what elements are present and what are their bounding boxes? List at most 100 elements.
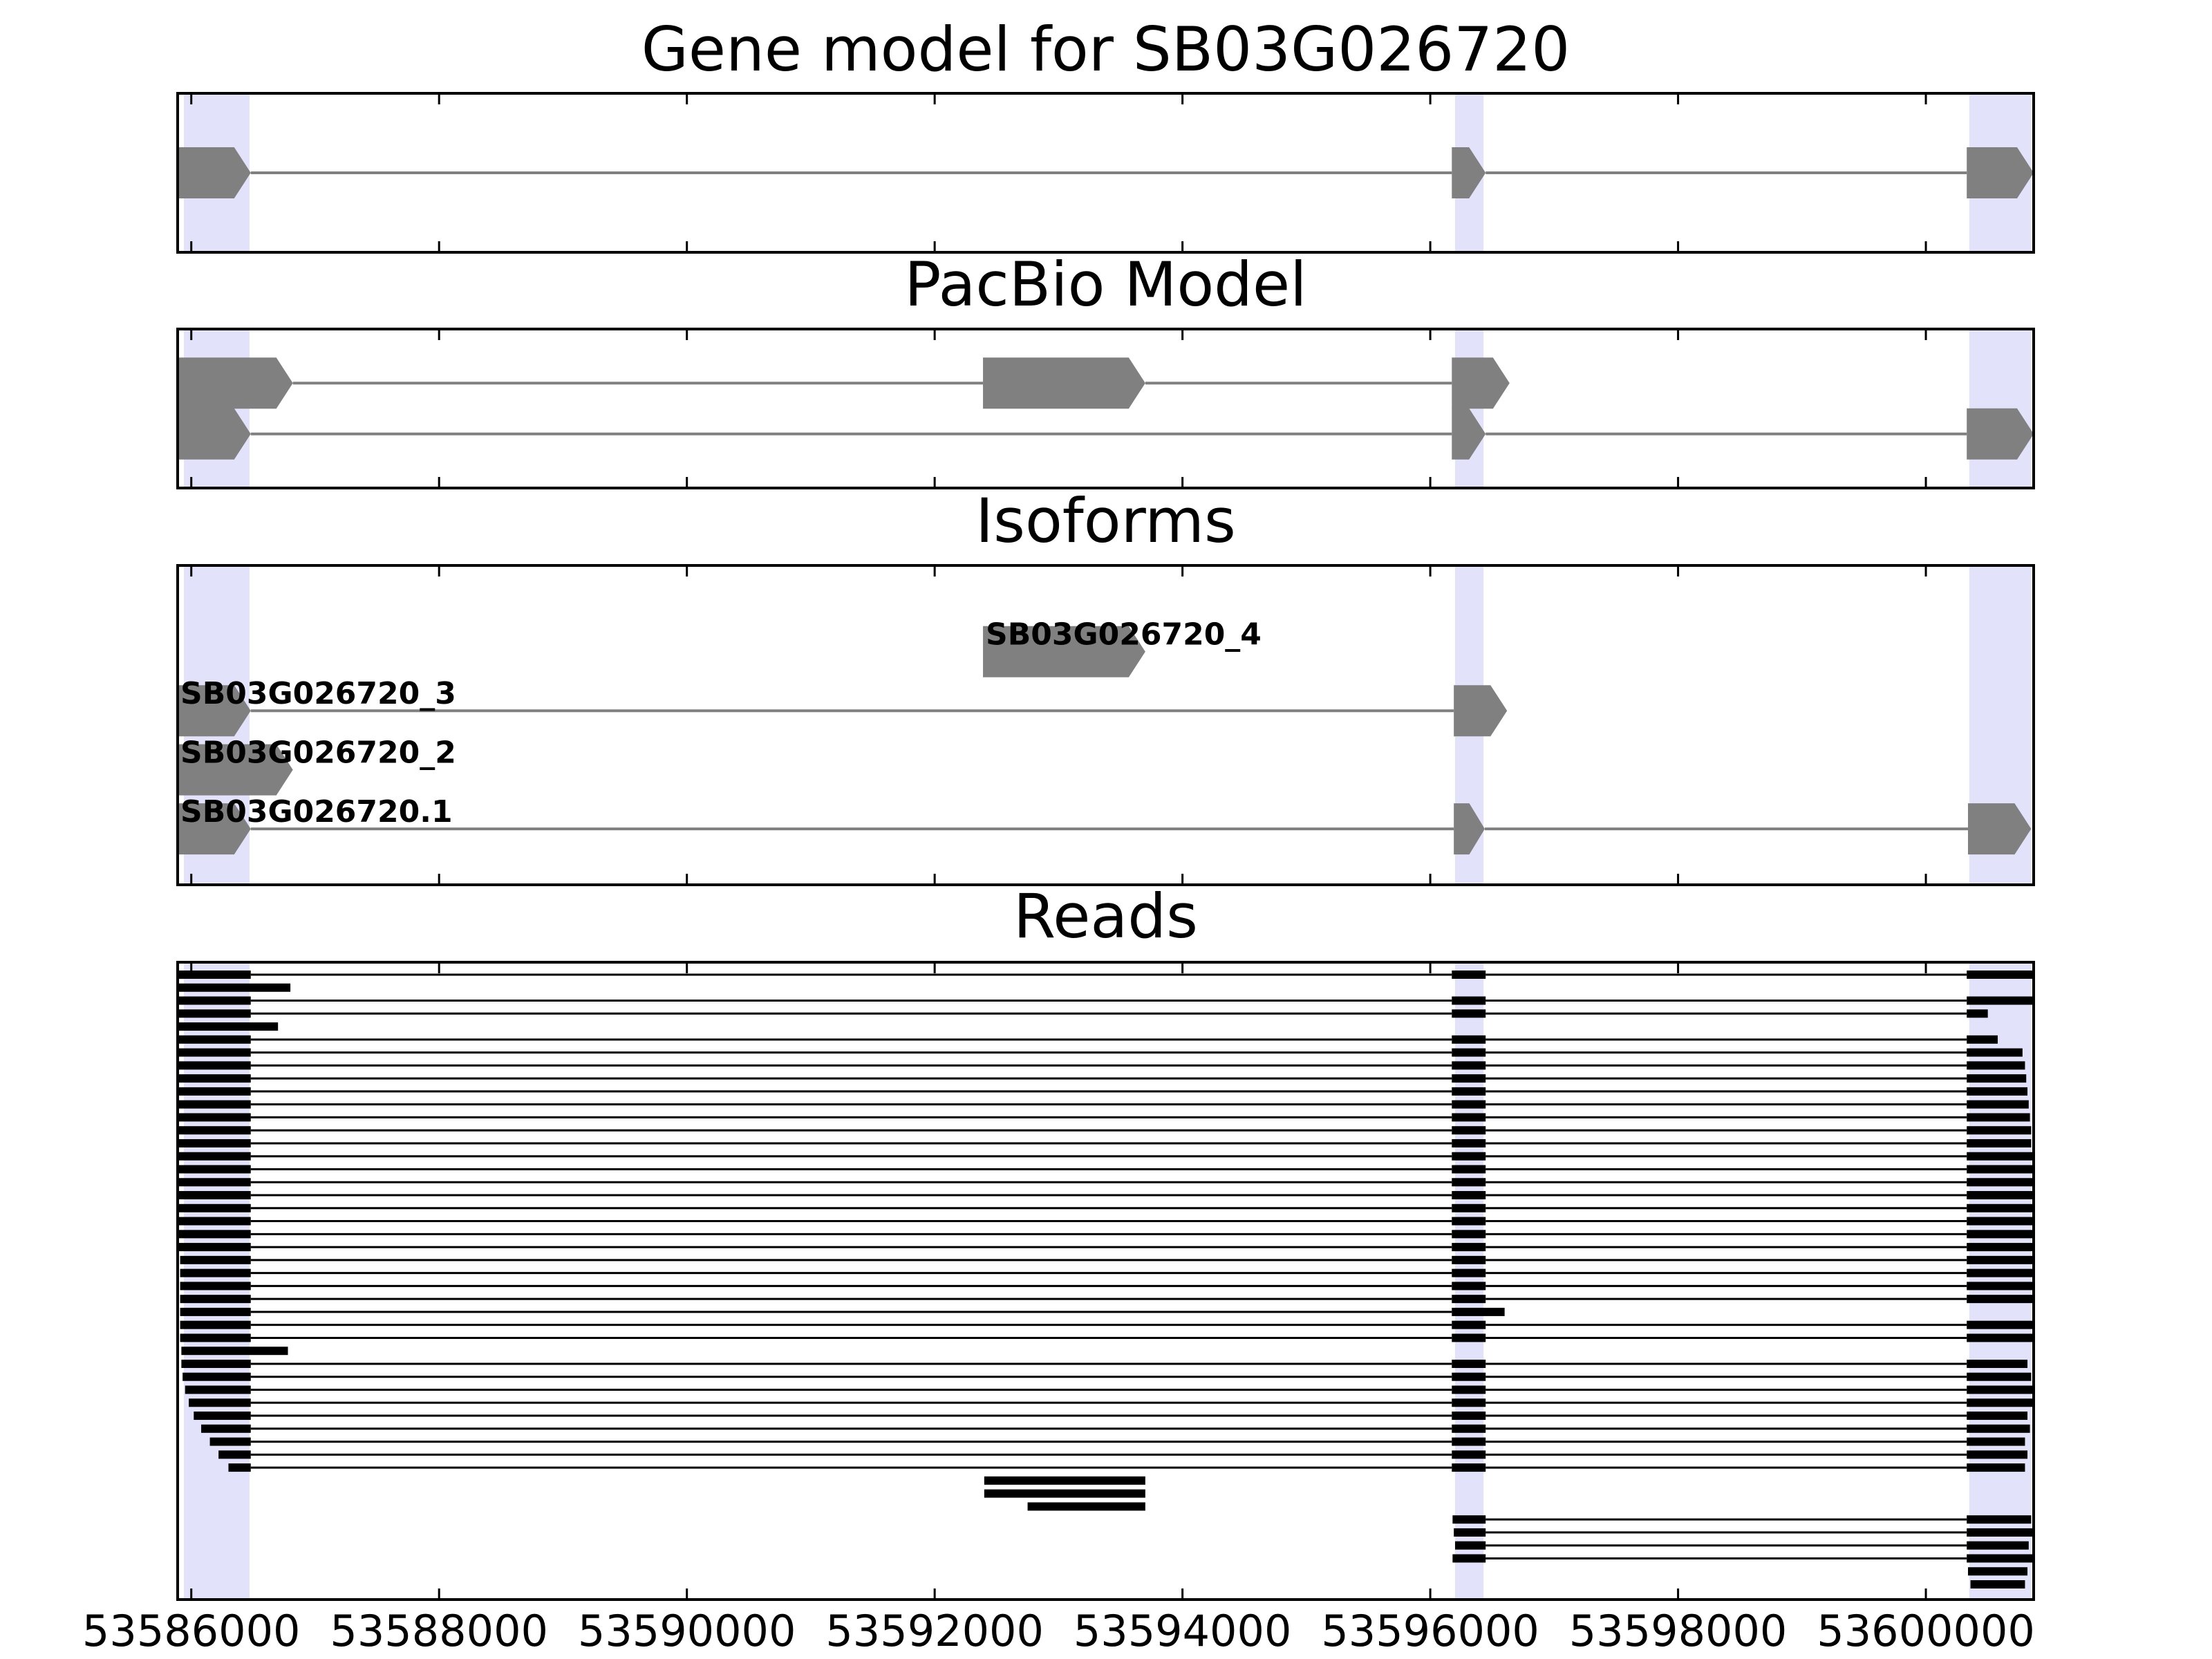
read-block [180, 1307, 251, 1316]
highlight [183, 962, 250, 1600]
read-block [178, 1178, 251, 1187]
read-block [1967, 1528, 2033, 1537]
exon [1454, 685, 1508, 737]
read-block [1452, 1203, 1486, 1212]
read-block [1967, 1320, 2033, 1329]
read-block [1967, 1515, 2032, 1524]
read-block [178, 971, 251, 979]
read-block [1452, 1217, 1486, 1226]
read-block [180, 1268, 251, 1277]
x-tick-label: 53600000 [1817, 1606, 2035, 1656]
read-block [1452, 1282, 1486, 1291]
read-block [1967, 1359, 2028, 1368]
read-block [1967, 1113, 2030, 1122]
read-block [1967, 1398, 2033, 1407]
read-block [1452, 1230, 1486, 1239]
exon [1968, 803, 2032, 855]
read-block [1967, 1255, 2033, 1264]
read-block [178, 1165, 251, 1174]
exon [1452, 147, 1486, 198]
x-tick-label: 53586000 [82, 1606, 301, 1656]
read-block [1967, 1295, 2033, 1304]
read-block [178, 1048, 251, 1057]
read-block [1452, 1295, 1486, 1304]
read-block [1967, 1424, 2030, 1433]
exon [178, 147, 251, 198]
x-tick-label: 53588000 [330, 1606, 548, 1656]
read-block [1967, 1178, 2033, 1187]
read-block [1967, 1268, 2033, 1277]
read-block [178, 1203, 251, 1212]
read-block [178, 1035, 251, 1044]
panel-frame [176, 328, 2035, 489]
exon [1452, 357, 1510, 409]
isoform-label: SB03G026720_2 [180, 735, 456, 771]
read-block [1970, 1580, 2025, 1588]
x-tick-label: 53598000 [1569, 1606, 1788, 1656]
read-block [178, 1217, 251, 1226]
exon [178, 803, 251, 855]
read-block [1967, 1437, 2025, 1446]
read-block [1967, 1074, 2027, 1083]
read-block [178, 1230, 251, 1239]
x-tick-label: 53590000 [578, 1606, 796, 1656]
read-block [178, 1126, 251, 1135]
read-block [984, 1489, 1145, 1498]
read-block [1967, 1282, 2033, 1291]
read-block [1452, 1165, 1486, 1174]
read-block [178, 1074, 251, 1083]
read-block [1967, 1061, 2025, 1070]
read-block [1452, 1126, 1486, 1135]
read-block [1452, 1191, 1486, 1200]
read-block [1452, 1074, 1486, 1083]
read-block [1967, 1243, 2033, 1252]
read-block [178, 1113, 251, 1122]
read-block [1452, 1515, 1486, 1524]
read-block [1967, 1100, 2029, 1109]
read-block [1967, 1385, 2033, 1394]
read-block [1967, 1165, 2033, 1174]
read-block [1967, 1087, 2028, 1096]
read-block [1454, 1541, 1486, 1550]
read-block [1967, 1035, 1998, 1044]
exon [1967, 408, 2034, 460]
read-block [1967, 996, 2034, 1005]
read-block [218, 1450, 251, 1459]
read-block [1452, 1009, 1486, 1018]
read-block [1452, 1385, 1486, 1394]
read-block [1452, 1268, 1486, 1277]
panel-frame [176, 564, 2035, 886]
x-tick-label: 53594000 [1074, 1606, 1292, 1656]
read-block [1452, 1398, 1486, 1407]
read-block [180, 1282, 251, 1291]
exon [178, 408, 251, 460]
read-block [178, 1009, 251, 1018]
read-block [1452, 1061, 1486, 1070]
read-block [181, 1359, 251, 1368]
read-block [1967, 1138, 2032, 1147]
read-block [1452, 1437, 1486, 1446]
read-block [1452, 1087, 1486, 1096]
read-block [1967, 1230, 2033, 1239]
exon [178, 357, 293, 409]
read-block [1967, 1048, 2023, 1057]
isoform-label: SB03G026720.1 [180, 794, 453, 830]
read-block [1967, 1463, 2025, 1472]
read-block [1452, 1333, 1486, 1342]
read-block [1452, 1412, 1486, 1421]
read-block [1967, 1412, 2028, 1421]
highlight [1454, 962, 1484, 1600]
read-block [1452, 971, 1486, 979]
read-block [201, 1424, 251, 1433]
read-block [1452, 1554, 1486, 1563]
read-block [1452, 1424, 1486, 1433]
read-block [1967, 1203, 2033, 1212]
read-block [1452, 1178, 1486, 1187]
read-block [1452, 1463, 1486, 1472]
read-block [1452, 1255, 1486, 1264]
read-block [180, 1320, 251, 1329]
read-block [1454, 1528, 1486, 1537]
isoform-label: SB03G026720_3 [180, 676, 456, 711]
